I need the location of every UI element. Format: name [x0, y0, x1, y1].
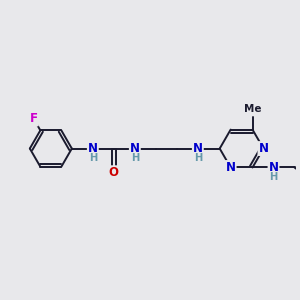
Text: N: N — [268, 161, 278, 174]
Text: Me: Me — [244, 104, 261, 114]
Text: N: N — [193, 142, 203, 155]
Text: F: F — [30, 112, 38, 125]
Text: H: H — [131, 153, 139, 163]
Text: N: N — [88, 142, 98, 155]
Text: O: O — [109, 166, 119, 179]
Text: H: H — [194, 153, 202, 163]
Text: N: N — [226, 161, 236, 174]
Text: N: N — [130, 142, 140, 155]
Text: N: N — [259, 142, 269, 155]
Text: H: H — [89, 153, 97, 163]
Text: H: H — [269, 172, 278, 182]
